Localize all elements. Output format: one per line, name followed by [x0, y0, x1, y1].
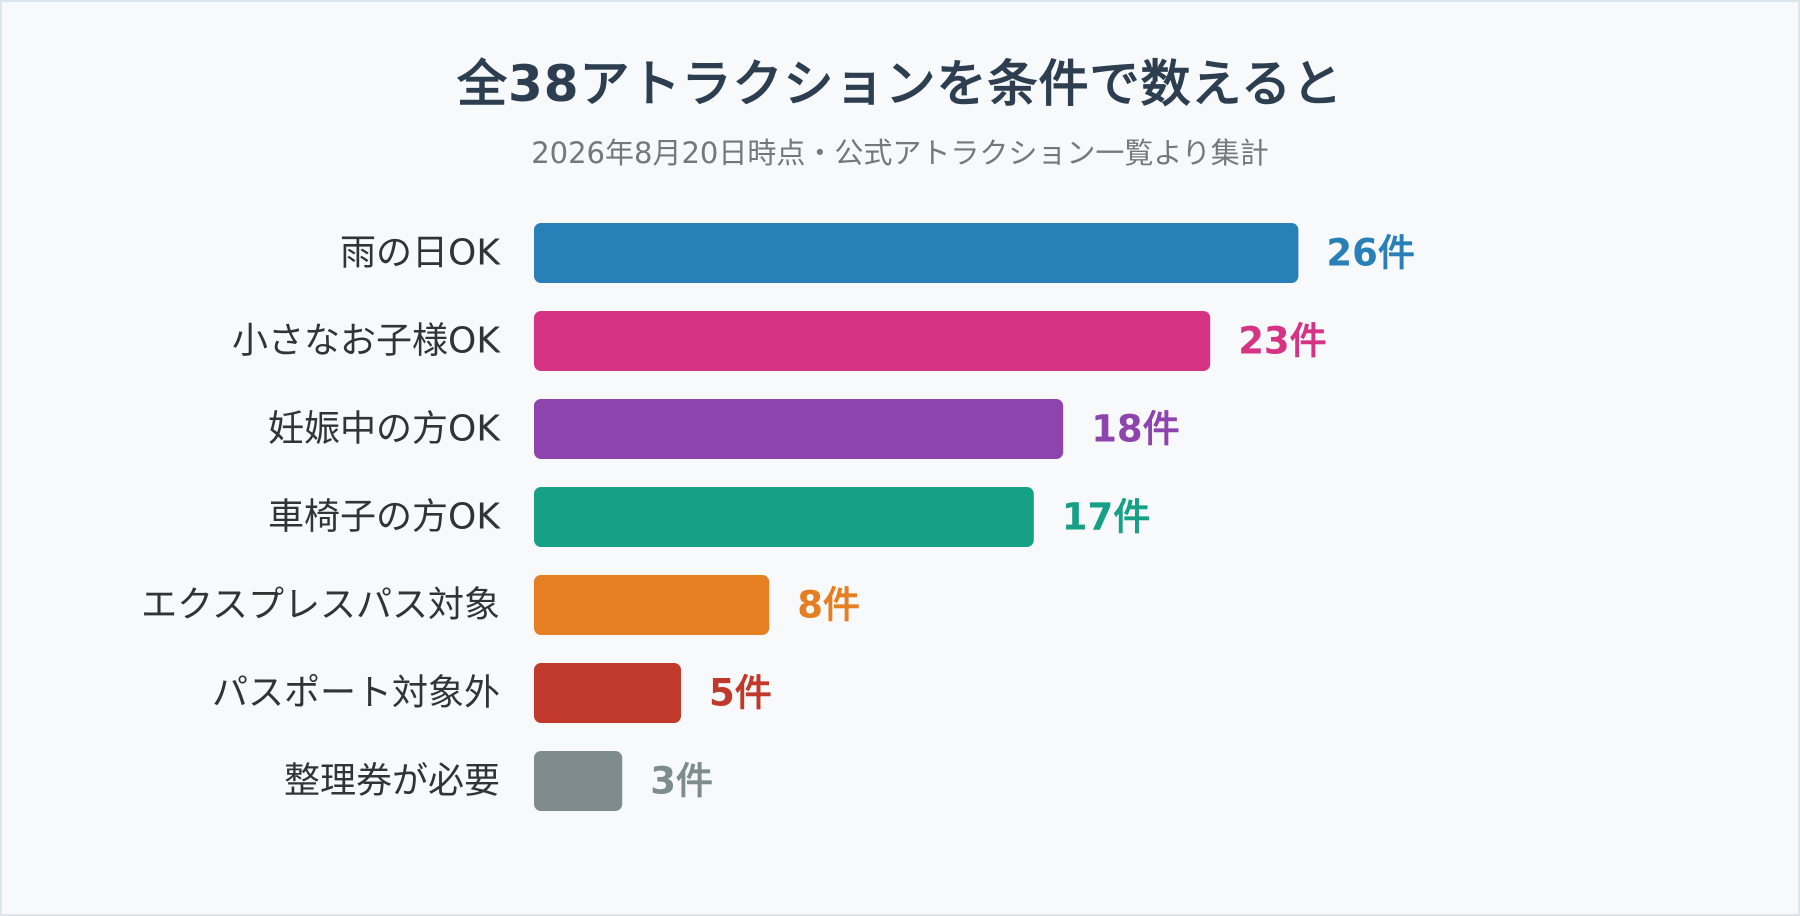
- chart-subtitle: 2026年8月20日時点・公式アトラクション一覧より集計: [531, 136, 1269, 170]
- value-label: 17件: [1062, 496, 1151, 539]
- category-label: 雨の日OK: [340, 233, 501, 274]
- value-label: 23件: [1238, 320, 1327, 363]
- bar: [534, 223, 1299, 283]
- category-label: パスポート対象外: [212, 673, 500, 714]
- value-label: 26件: [1326, 232, 1415, 275]
- chart-title: 全38アトラクションを条件で数えると: [456, 55, 1344, 113]
- value-label: 18件: [1091, 408, 1180, 451]
- bar: [534, 487, 1034, 547]
- bar: [534, 399, 1064, 459]
- value-label: 5件: [709, 672, 772, 715]
- category-label: エクスプレスパス対象: [141, 585, 500, 626]
- bar: [534, 751, 623, 811]
- category-label: 妊娠中の方OK: [268, 409, 501, 450]
- bar: [534, 311, 1211, 371]
- value-label: 8件: [797, 584, 860, 627]
- bar: [534, 575, 770, 635]
- category-label: 車椅子の方OK: [268, 497, 501, 538]
- category-label: 整理券が必要: [284, 761, 500, 802]
- category-label: 小さなお子様OK: [232, 321, 501, 362]
- bar: [534, 663, 681, 723]
- value-label: 3件: [650, 760, 713, 803]
